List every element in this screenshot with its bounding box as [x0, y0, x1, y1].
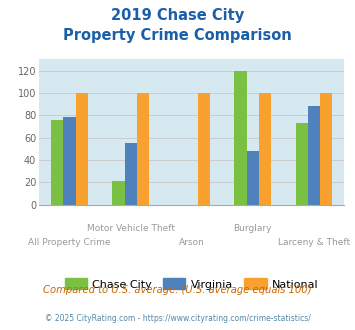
Bar	[76, 93, 88, 205]
Text: Burglary: Burglary	[234, 224, 272, 233]
Text: All Property Crime: All Property Crime	[28, 238, 111, 247]
Bar	[64, 117, 76, 205]
Text: © 2025 CityRating.com - https://www.cityrating.com/crime-statistics/: © 2025 CityRating.com - https://www.city…	[45, 314, 310, 323]
Text: Compared to U.S. average. (U.S. average equals 100): Compared to U.S. average. (U.S. average …	[43, 285, 312, 295]
Bar	[112, 181, 125, 205]
Bar	[137, 93, 149, 205]
Text: Arson: Arson	[179, 238, 204, 247]
Legend: Chase City, Virginia, National: Chase City, Virginia, National	[60, 274, 323, 294]
Bar	[308, 106, 320, 205]
Bar	[51, 120, 64, 205]
Bar	[247, 151, 259, 205]
Bar	[295, 123, 308, 205]
Text: 2019 Chase City: 2019 Chase City	[111, 8, 244, 23]
Text: Property Crime Comparison: Property Crime Comparison	[63, 28, 292, 43]
Bar	[320, 93, 332, 205]
Text: Larceny & Theft: Larceny & Theft	[278, 238, 350, 247]
Bar	[234, 71, 247, 205]
Bar	[198, 93, 210, 205]
Bar	[125, 143, 137, 205]
Bar	[259, 93, 271, 205]
Text: Motor Vehicle Theft: Motor Vehicle Theft	[87, 224, 175, 233]
